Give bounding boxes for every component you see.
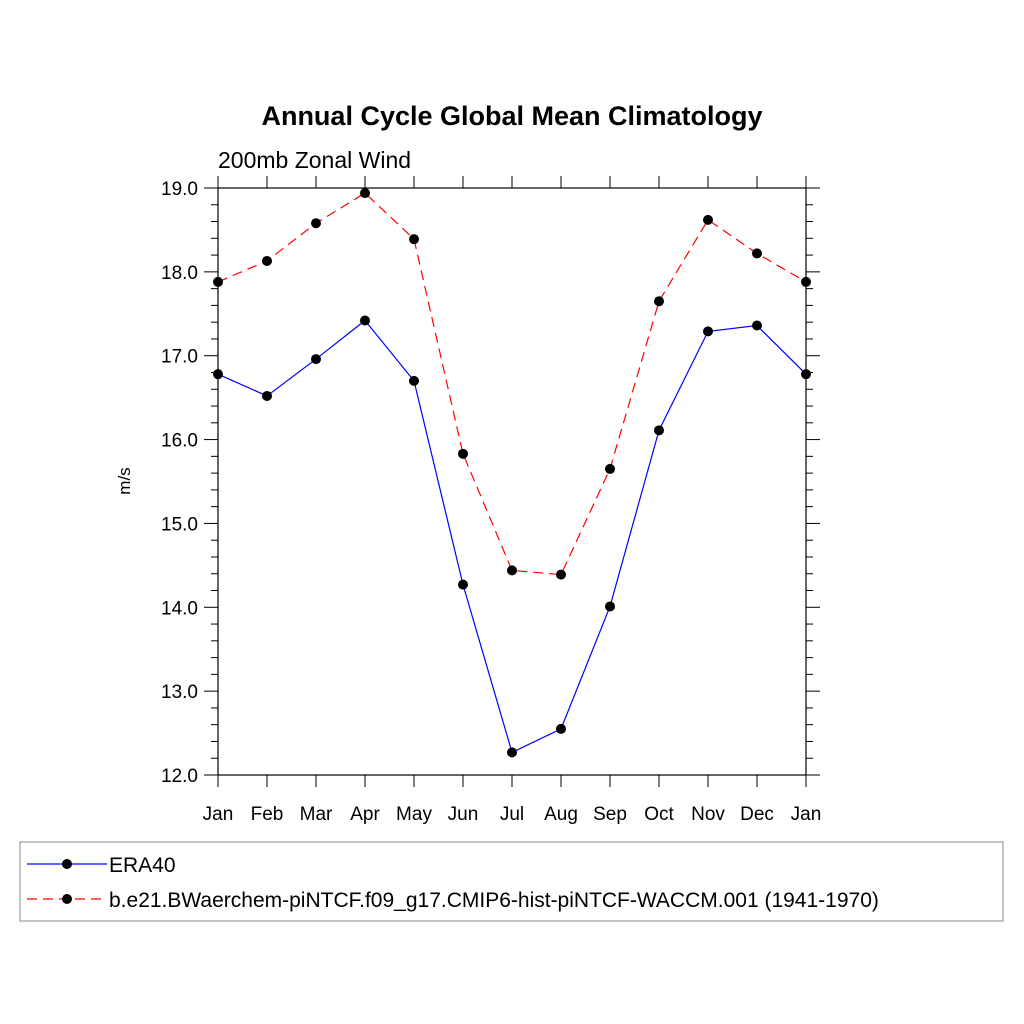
y-axis-label: m/s [115,467,134,494]
legend-box [19,841,1004,922]
series-2-point [409,234,419,245]
series-1-point [703,326,713,337]
plot-area: 12.0 13.0 14.0 15.0 16.0 17.0 18.0 19.0 Jan Feb Ma… [161,176,821,825]
series-2-point [262,255,272,266]
series-2-point [507,565,517,576]
series-1-point [752,320,762,331]
series-2-point [654,296,664,307]
series-2-point [605,463,615,474]
series-2-point [703,214,713,225]
series-2-point [556,569,566,580]
plot-frame [217,187,807,776]
series-1-point [262,390,272,401]
x-tick-label: Sep [593,804,627,825]
y-tick-label: 13.0 [161,682,198,703]
legend-marker-2 [62,894,72,904]
legend-label-1: ERA40 [109,854,176,877]
series-line-1 [217,319,807,754]
x-tick-label: Apr [350,804,380,825]
y-tick-label: 14.0 [161,598,198,619]
series-2-point [801,276,811,287]
x-tick-label: Jun [448,804,479,825]
series-1-point [507,747,517,758]
series-1-point [654,425,664,436]
legend-label-2: b.e21.BWaerchem-piNTCF.f09_g17.CMIP6-his… [109,889,879,912]
series-1-point [409,375,419,386]
x-tick-label: Oct [644,804,674,825]
series-1-point [458,579,468,590]
series-2-point [213,276,223,287]
series-1-point [213,369,223,380]
x-tick-label: Jan [203,804,234,825]
series-1-point [605,601,615,612]
y-tick-label: 18.0 [161,263,198,284]
x-tick-label: May [396,804,432,825]
x-tick-label: Mar [300,804,333,825]
x-tick-label: Jul [500,804,524,825]
series-2-point [458,448,468,459]
series-2-point [752,248,762,259]
x-tick-label: Jan [791,804,822,825]
series-2-point [360,188,370,199]
y-tick-label: 19.0 [161,179,198,200]
series-1-point [556,723,566,734]
x-tick-label: Dec [740,804,774,825]
y-tick-label: 12.0 [161,766,198,787]
y-tick-label: 15.0 [161,514,198,535]
legend: ERA40 b.e21.BWaerchem-piNTCF.f09_g17.CMIP… [19,841,1004,922]
legend-marker-1 [62,859,72,869]
series-1-point [360,315,370,326]
series-1-point [801,369,811,380]
series-line-2 [217,192,807,576]
series-1-point [311,354,321,365]
x-tick-label: Nov [691,804,725,825]
x-tick-label: Feb [251,804,284,825]
series-2-point [311,218,321,229]
chart-subtitle: 200mb Zonal Wind [218,147,411,173]
x-tick-label: Aug [544,804,578,825]
y-tick-label: 16.0 [161,431,198,452]
chart-title: Annual Cycle Global Mean Climatology [261,101,762,131]
y-tick-label: 17.0 [161,347,198,368]
